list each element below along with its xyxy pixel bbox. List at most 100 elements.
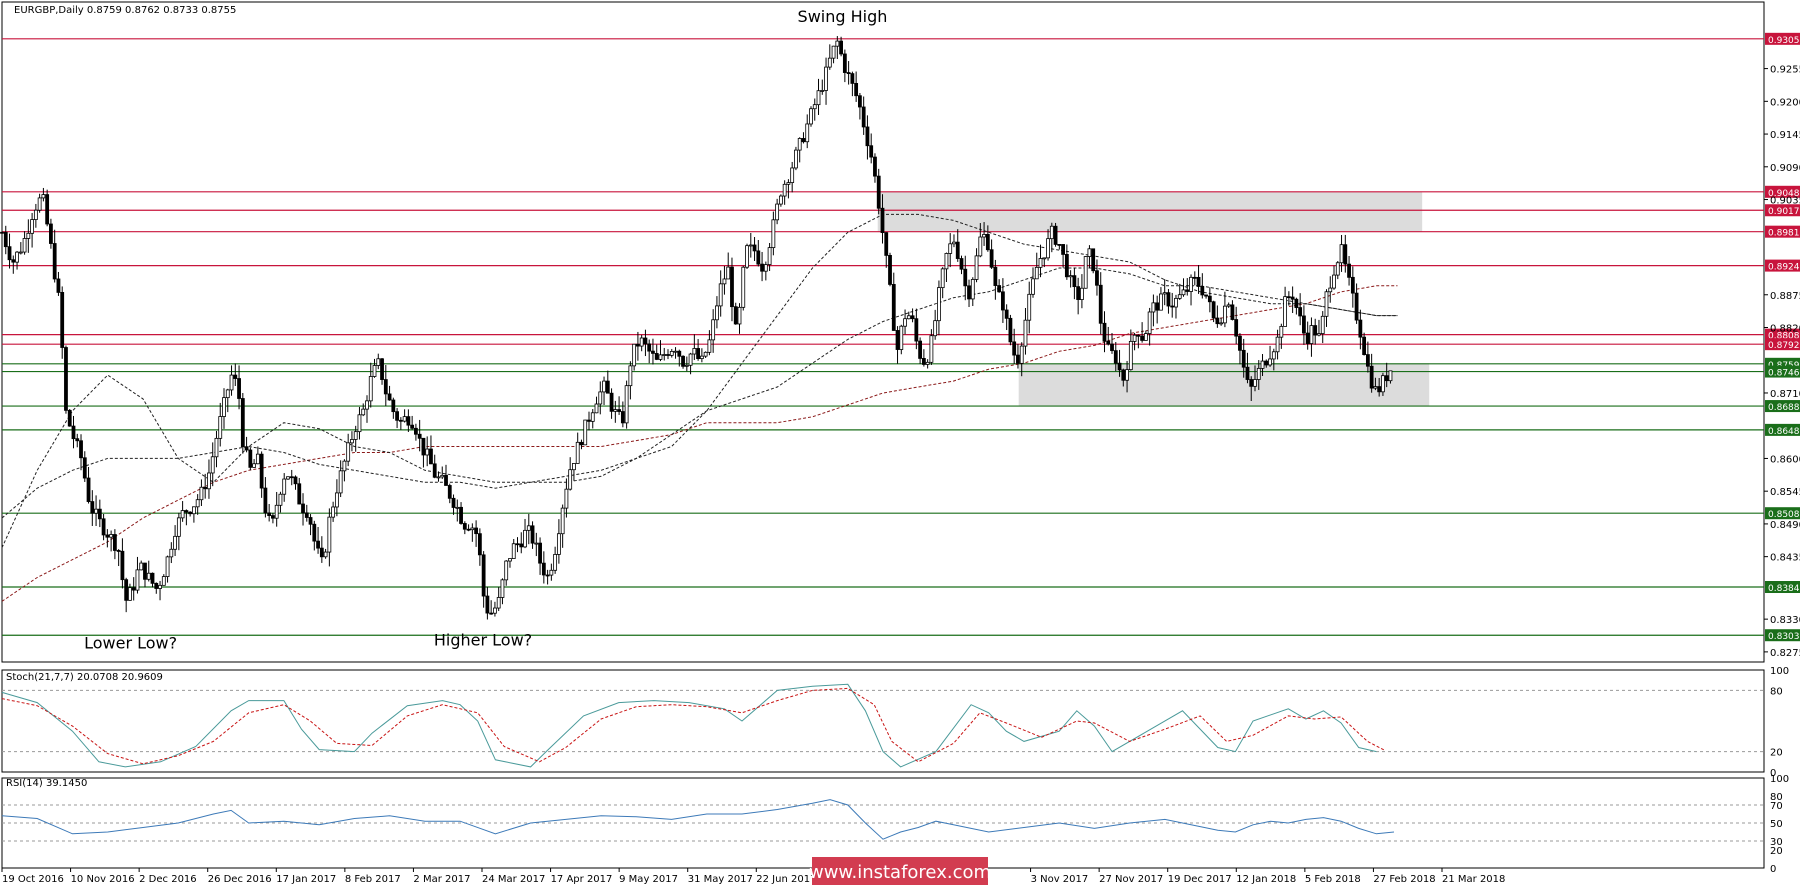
candle-body	[255, 453, 260, 465]
candle-body	[1091, 248, 1096, 272]
candle-body	[1098, 284, 1103, 324]
candle-body	[37, 197, 42, 211]
price-tick-label: 0.9145	[1770, 130, 1800, 141]
candle-body	[1350, 276, 1355, 294]
candle-body	[45, 194, 50, 225]
candle-body	[985, 234, 990, 251]
stoch-signal-line	[1, 687, 1386, 765]
annotations: Swing High Lower Low? Higher Low?	[84, 7, 887, 652]
candle-body	[1072, 275, 1077, 288]
rsi-tick-label: 30	[1770, 837, 1783, 848]
watermark-background	[812, 857, 988, 885]
candle-body	[79, 440, 83, 459]
candle-body	[1008, 317, 1013, 343]
resistance-level-label-box	[1765, 338, 1800, 351]
price-zone-1	[1018, 363, 1430, 407]
candle-body	[304, 512, 309, 518]
candle-body	[82, 457, 87, 479]
candle-body	[963, 268, 968, 287]
candle-body	[1095, 270, 1099, 286]
candle-body	[801, 138, 806, 143]
candle-body	[1317, 333, 1321, 336]
candle-body	[609, 392, 614, 412]
candle-body	[188, 511, 193, 515]
candle-body	[839, 40, 843, 55]
candle-body	[1264, 360, 1269, 366]
stoch-main-line	[1, 683, 1377, 768]
candle-body	[707, 339, 712, 353]
candle-body	[921, 358, 926, 365]
support-level-label: 0.8384	[1768, 584, 1800, 594]
candle-body	[161, 576, 166, 586]
candle-body	[139, 562, 144, 571]
candle-body	[94, 508, 98, 514]
candle-body	[101, 518, 106, 536]
date-tick-label: 19 Dec 2017	[1168, 874, 1232, 885]
candle-body	[128, 587, 132, 601]
resistance-level-label-box	[1765, 328, 1800, 341]
candle-body	[67, 409, 72, 427]
date-tick-label: 10 Nov 2016	[71, 874, 135, 885]
candle-body	[933, 320, 938, 337]
candle-body	[353, 431, 358, 440]
date-axis: 19 Oct 2016 10 Nov 2016 2 Dec 2016 26 Dec 2…	[1, 868, 1505, 885]
candle-body	[662, 354, 667, 356]
price-tick-label: 0.8435	[1770, 553, 1800, 564]
candle-body	[876, 175, 881, 209]
candle-body	[617, 409, 621, 412]
candle-body	[342, 460, 347, 472]
candle-body	[940, 268, 945, 289]
candle-body	[1377, 386, 1382, 393]
candle-body	[331, 506, 336, 518]
candle-body	[541, 562, 546, 576]
candle-body	[873, 156, 877, 177]
candle-body	[112, 534, 117, 551]
candle-body	[338, 470, 343, 494]
stoch-tick-label: 100	[1770, 666, 1789, 677]
candle-body	[406, 416, 411, 426]
date-tick-label: 31 May 2017	[688, 874, 753, 885]
candle-body	[1234, 319, 1239, 337]
candle-body	[748, 244, 753, 247]
candle-body	[794, 149, 798, 169]
candle-body	[538, 542, 542, 564]
candle-body	[1324, 291, 1329, 317]
candle-body	[195, 499, 200, 508]
candle-body	[504, 560, 509, 581]
candle-body	[477, 533, 482, 556]
candle-body	[741, 266, 746, 308]
candle-body	[1151, 302, 1156, 313]
moving-averages	[1, 213, 1398, 602]
candle-body	[842, 53, 847, 73]
candle-body	[730, 266, 734, 308]
candle-body	[500, 579, 505, 598]
candle-body	[387, 393, 392, 401]
candle-body	[1283, 296, 1287, 327]
support-level-label: 0.8508	[1768, 510, 1800, 520]
candle-body	[417, 433, 422, 439]
candle-body	[673, 350, 678, 353]
candle-body	[1328, 287, 1333, 293]
candle-body	[444, 474, 448, 486]
candle-body	[1016, 354, 1020, 364]
rsi-tick-label: 70	[1770, 801, 1783, 812]
candle-body	[1166, 292, 1171, 307]
candle-body	[210, 456, 215, 474]
candle-body	[0, 231, 4, 234]
candle-body	[402, 416, 407, 422]
resistance-level-label-box	[1765, 225, 1800, 238]
candle-body	[598, 391, 603, 405]
candle-body	[15, 251, 19, 263]
price-tick-label: 0.8545	[1770, 487, 1800, 498]
candle-body	[1087, 248, 1092, 257]
candle-body	[884, 232, 889, 256]
candle-body	[568, 469, 573, 490]
rsi-tick-label: 0	[1770, 864, 1776, 875]
price-zones	[877, 191, 1430, 407]
rsi-tick-label: 80	[1770, 792, 1783, 803]
date-tick-label: 17 Apr 2017	[551, 874, 613, 885]
resistance-level-label-box	[1765, 185, 1800, 198]
